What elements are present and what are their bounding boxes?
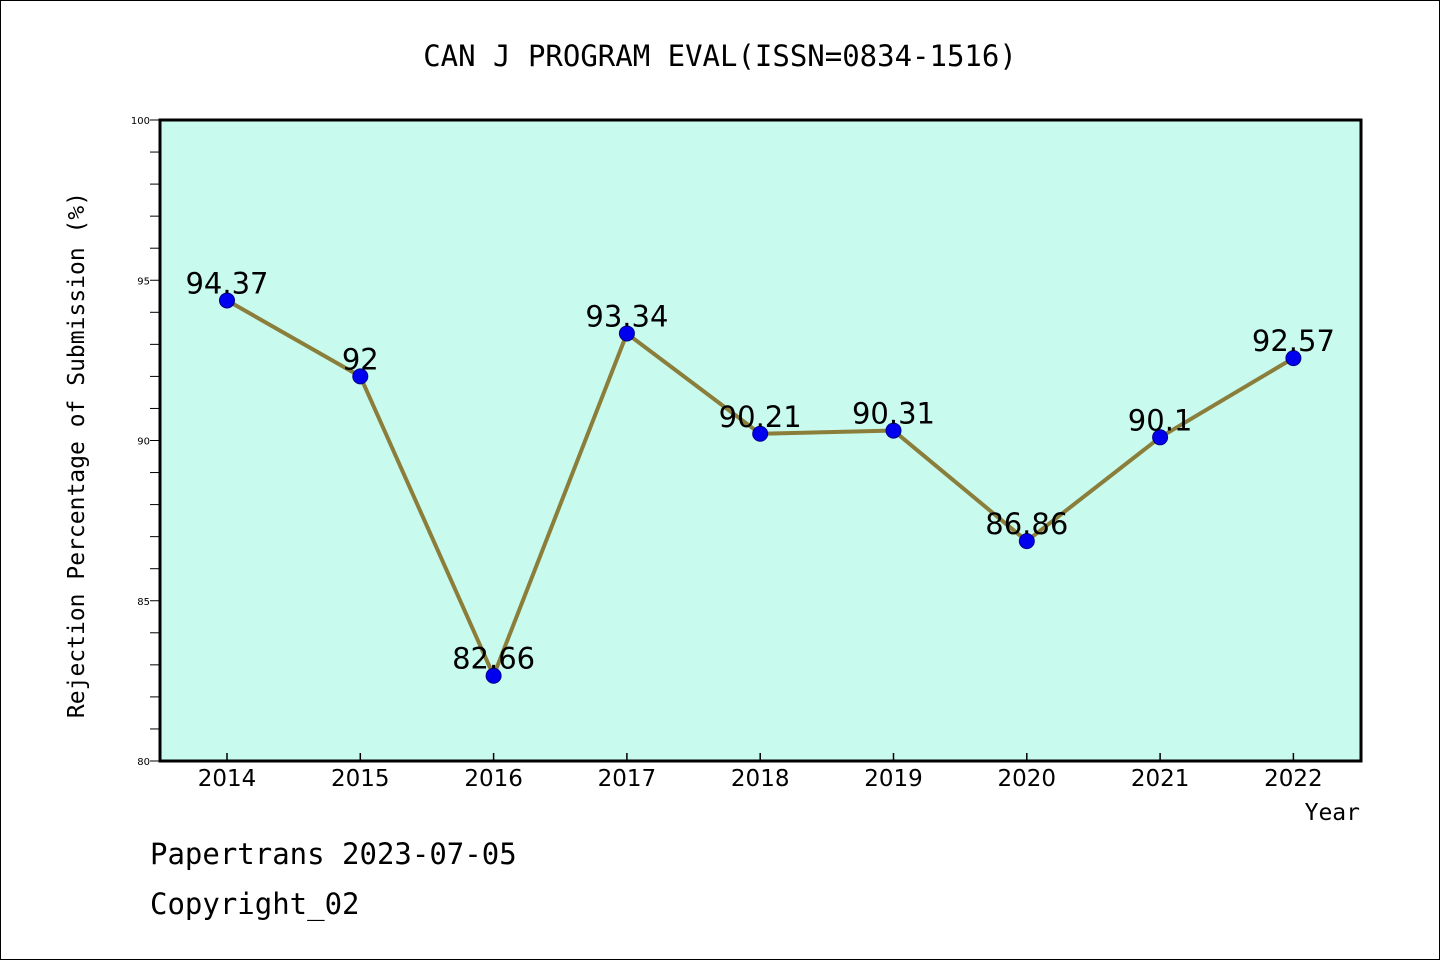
x-tick-label: 2022	[1264, 766, 1323, 792]
x-tick-label: 2018	[731, 766, 790, 792]
x-tick-label: 2015	[331, 766, 390, 792]
y-tick-label: 85	[137, 597, 150, 608]
y-axis-label: Rejection Percentage of Submission (%)	[64, 192, 90, 718]
data-point	[219, 292, 235, 309]
x-axis: 2014 2015 2016 2017 2018 2019 2020 2021 2022	[198, 753, 1323, 792]
data-label: 92	[342, 342, 379, 376]
y-tick-label: 80	[137, 757, 150, 768]
data-label: 86.86	[985, 507, 1068, 541]
y-tick-label: 100	[131, 116, 150, 127]
data-point	[618, 325, 635, 342]
x-tick-label: 2021	[1131, 766, 1190, 792]
data-label: 90.21	[719, 400, 802, 434]
x-tick-label: 2019	[864, 766, 923, 792]
data-point	[885, 422, 902, 439]
data-point	[352, 368, 369, 385]
y-axis: 80 85 90 95 100	[131, 116, 160, 768]
footer-copyright: Copyright_02	[150, 887, 360, 922]
chart-title: CAN J PROGRAM EVAL(ISSN=0834-1516)	[423, 39, 1017, 73]
x-axis-label: Year	[1305, 800, 1360, 826]
x-tick-label: 2020	[998, 766, 1057, 792]
x-tick-label: 2014	[198, 766, 257, 792]
data-point	[1285, 350, 1302, 367]
data-label: 92.57	[1252, 324, 1335, 358]
y-tick-label: 95	[137, 276, 150, 287]
data-point	[1018, 533, 1035, 550]
data-label: 90.1	[1128, 403, 1193, 437]
footer-date: Papertrans 2023-07-05	[150, 837, 517, 871]
data-point	[752, 425, 769, 442]
data-label: 93.34	[585, 299, 668, 333]
data-label: 82.66	[452, 642, 535, 676]
data-label: 94.37	[185, 266, 268, 300]
y-tick-label: 90	[137, 437, 150, 448]
x-tick-label: 2016	[464, 766, 523, 792]
data-point	[1152, 429, 1169, 446]
series-layer: 94.37 92 82.66 93.34 90.21 90.31 86.86 90.1 92.5…	[185, 266, 1335, 684]
x-tick-label: 2017	[598, 766, 657, 792]
data-label: 90.31	[852, 397, 935, 431]
data-point	[485, 667, 502, 684]
